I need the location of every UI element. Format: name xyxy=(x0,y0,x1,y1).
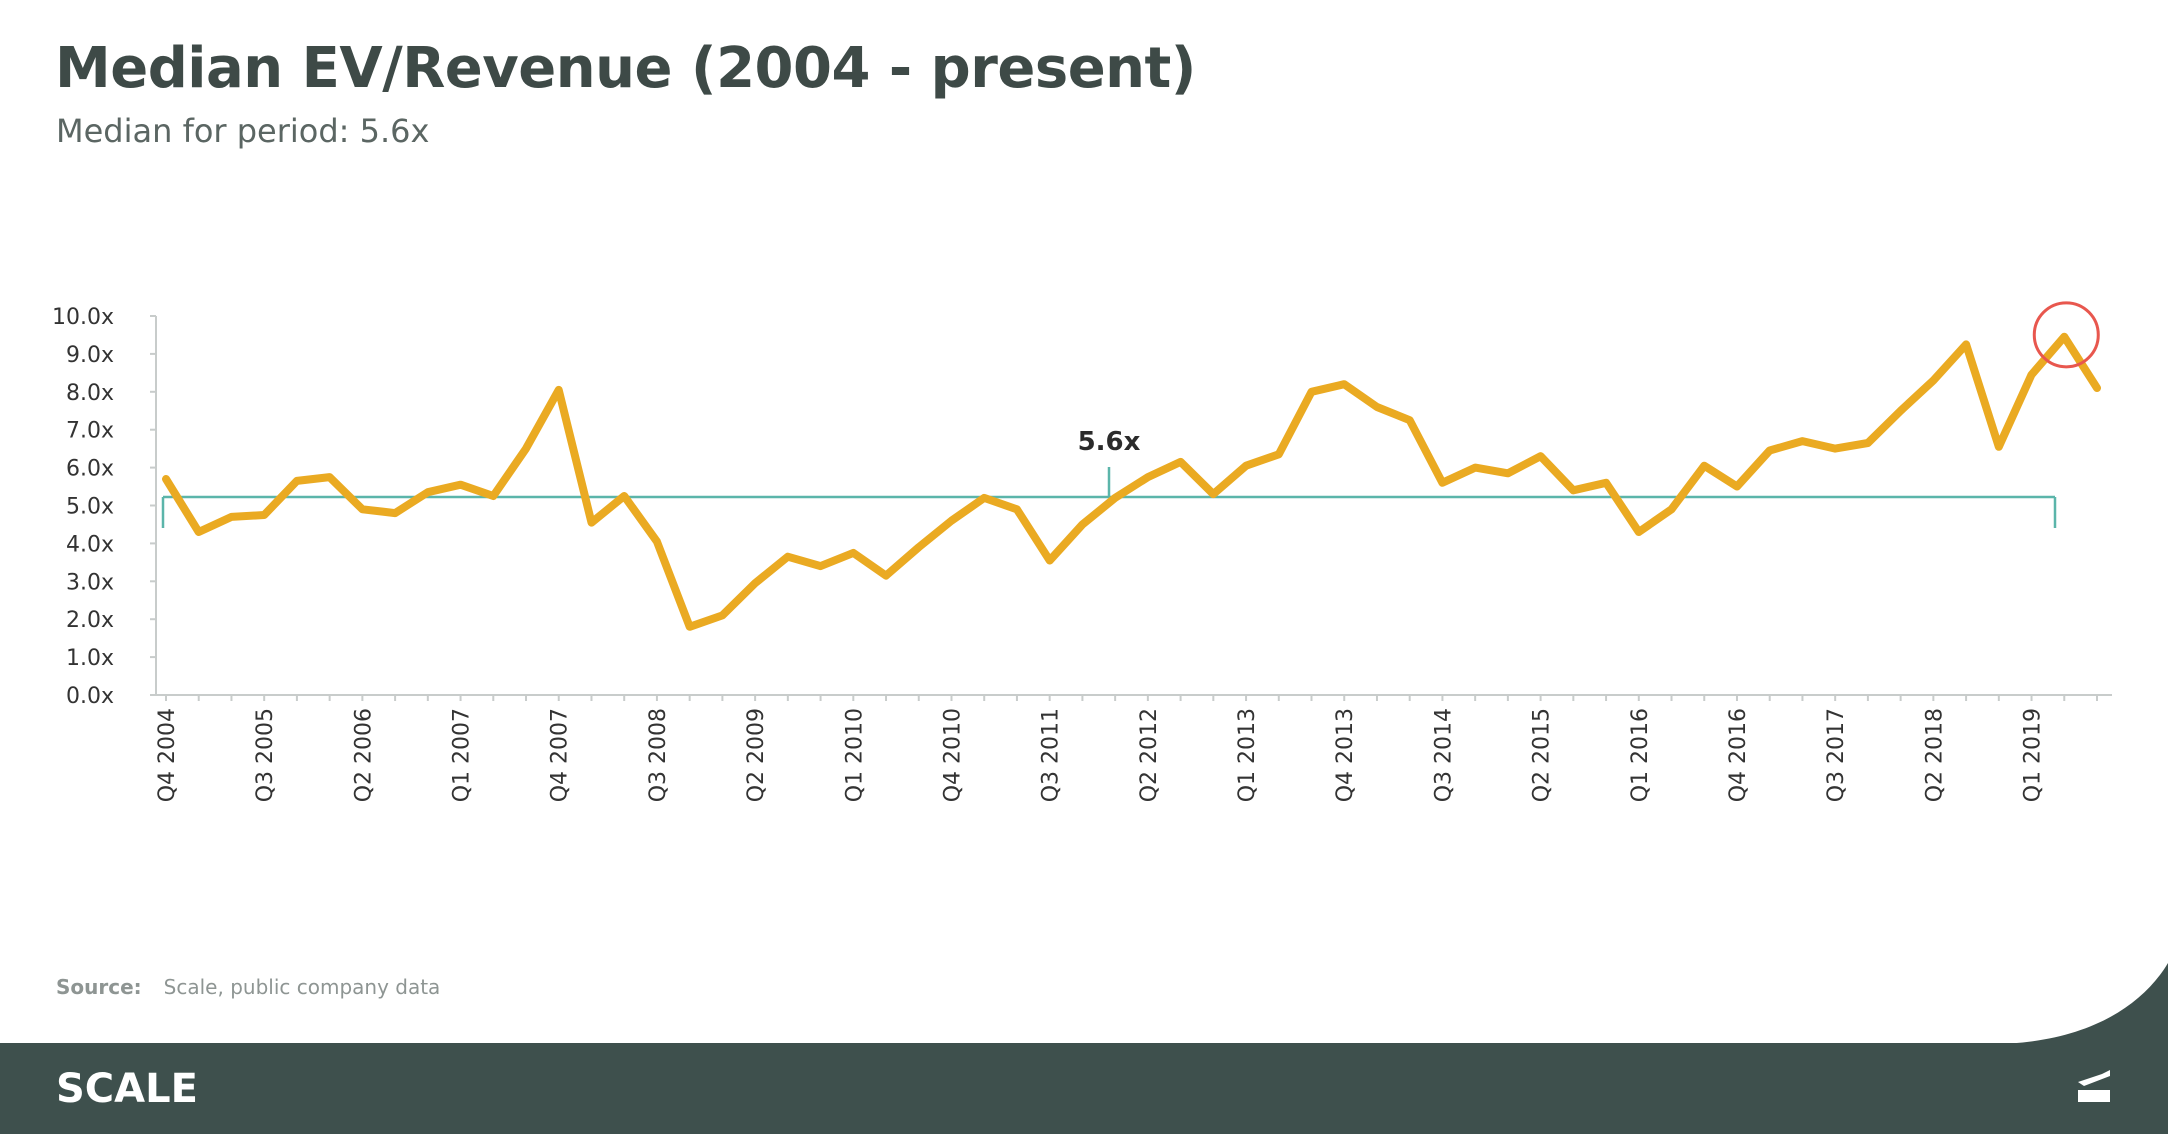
y-tick-label: 6.0x xyxy=(66,457,114,482)
source-note: Source: Scale, public company data xyxy=(56,975,440,999)
y-tick-label: 8.0x xyxy=(66,381,114,406)
x-tick-label: Q1 2019 xyxy=(2021,708,2046,802)
highlight-circle xyxy=(2032,301,2100,369)
x-tick-label: Q1 2010 xyxy=(842,708,867,802)
y-tick-label: 4.0x xyxy=(66,532,114,557)
footer-bar xyxy=(0,1043,2168,1134)
y-tick-label: 2.0x xyxy=(66,608,114,633)
x-tick-label: Q2 2012 xyxy=(1137,708,1162,802)
ev-revenue-line-chart: 0.0x 1.0x 2.0x 3.0x 4.0x 5.0x 6.0x 7.0x 8.0x 9.0x… xyxy=(52,301,2112,802)
x-tick-label: Q3 2008 xyxy=(646,708,671,802)
x-tick-label: Q4 2010 xyxy=(940,708,965,802)
y-tick-label: 3.0x xyxy=(66,570,114,595)
page-title: Median EV/Revenue (2004 - present) xyxy=(55,36,1196,101)
source-text: Scale, public company data xyxy=(163,975,441,999)
x-tick-label: Q1 2007 xyxy=(450,708,475,802)
y-tick-label: 1.0x xyxy=(66,646,114,671)
y-tick-label: 9.0x xyxy=(66,343,114,368)
x-tick-label: Q4 2004 xyxy=(155,708,180,802)
page-subtitle: Median for period: 5.6x xyxy=(56,112,430,150)
median-label: 5.6x xyxy=(1078,427,1141,457)
x-tick-label: Q2 2018 xyxy=(1922,708,1947,802)
x-tick-label: Q4 2007 xyxy=(548,708,573,802)
source-label: Source: xyxy=(56,975,142,999)
x-tick-label: Q1 2013 xyxy=(1235,708,1260,802)
x-tick-label: Q4 2016 xyxy=(1726,708,1751,802)
x-tick-label: Q3 2011 xyxy=(1039,708,1064,802)
x-tick-label: Q1 2016 xyxy=(1628,708,1653,802)
scale-logo: SCALE xyxy=(56,1066,198,1112)
x-tick-label: Q2 2015 xyxy=(1530,708,1555,802)
y-tick-label: 0.0x xyxy=(66,684,114,709)
y-tick-label: 5.0x xyxy=(66,495,114,520)
scale-mark-icon xyxy=(2078,1070,2110,1102)
ev-revenue-series-line xyxy=(162,332,2101,631)
x-tick-label: Q3 2005 xyxy=(253,708,278,802)
x-tick-label: Q3 2017 xyxy=(1824,708,1849,802)
y-tick-label: 7.0x xyxy=(66,419,114,444)
x-tick-label: Q2 2009 xyxy=(744,708,769,802)
x-tick-label: Q2 2006 xyxy=(351,708,376,802)
x-tick-label: Q3 2014 xyxy=(1431,708,1456,802)
y-tick-label: 10.0x xyxy=(52,305,114,330)
x-tick-label: Q4 2013 xyxy=(1333,708,1358,802)
